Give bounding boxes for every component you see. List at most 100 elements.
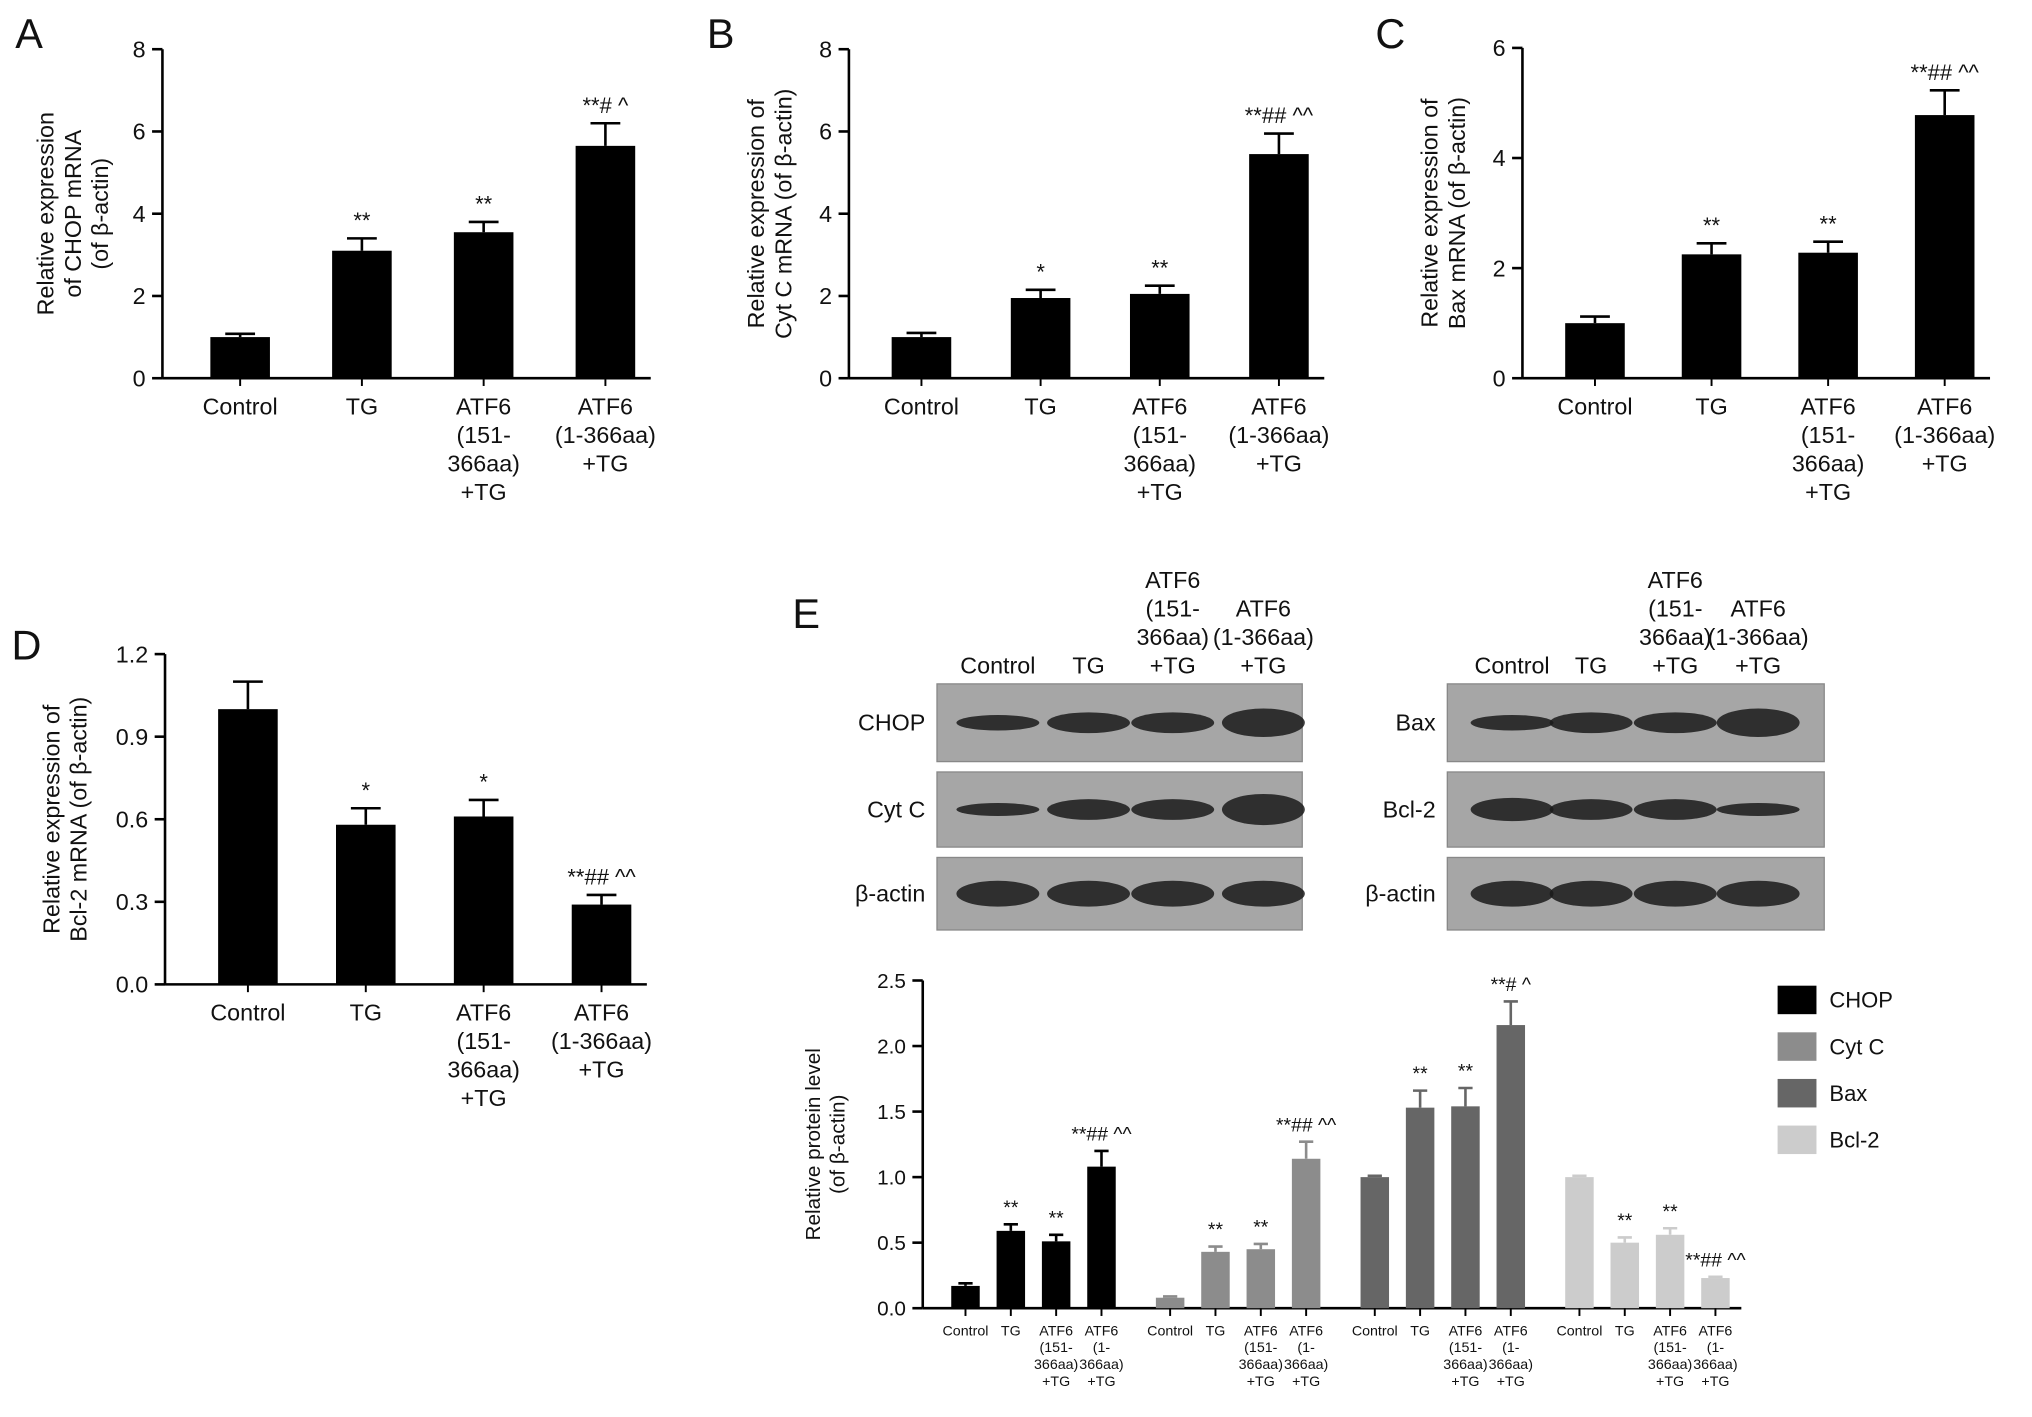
error-bar (1572, 1174, 1587, 1178)
x-tick-label: TG (1001, 1323, 1021, 1339)
error-bar (1299, 1140, 1314, 1159)
x-tick-label: ATF6 (151-366aa) +TG (1443, 1323, 1487, 1390)
bar (571, 904, 632, 985)
significance-label: * (479, 770, 488, 795)
blot-band (1549, 799, 1633, 820)
significance-label: ** (353, 208, 371, 233)
x-tick-label: ATF6 (151-366aa) +TG (1648, 1323, 1692, 1390)
bar (1565, 323, 1625, 379)
x-tick-label: ATF6 (1-366aa) +TG (1228, 393, 1329, 476)
error-bar (958, 1281, 973, 1286)
blot-band (1131, 799, 1215, 820)
significance-label: **## ^^ (1911, 60, 1980, 85)
y-tick-label: 0 (819, 365, 832, 391)
bar (210, 337, 270, 379)
bar (332, 250, 392, 379)
blot-row-label: Cyt C (867, 796, 925, 822)
x-tick-label: ATF6 (1-366aa) +TG (1284, 1323, 1328, 1390)
blot-band (1633, 712, 1717, 734)
significance-label: ** (1208, 1219, 1224, 1241)
bar (996, 1230, 1026, 1309)
legend-label: Bcl-2 (1829, 1128, 1879, 1153)
significance-label: * (1036, 259, 1045, 284)
blot-row-label: β-actin (855, 880, 925, 906)
blot-column-label: ATF6 (1-366aa) +TG (1708, 596, 1809, 679)
blot-band (1047, 799, 1130, 820)
x-tick-label: ATF6 (151-366aa) +TG (447, 393, 520, 504)
error-bar (233, 680, 263, 710)
error-bar (468, 798, 499, 817)
bar (1798, 252, 1858, 379)
y-tick-label: 8 (819, 36, 832, 62)
error-bar (1253, 1242, 1268, 1250)
significance-label: ** (1820, 211, 1838, 236)
x-tick-label: Control (1556, 1323, 1602, 1339)
blot-band (956, 714, 1040, 731)
x-tick-label: ATF6 (1-366aa) +TG (1079, 1323, 1123, 1390)
blot-band (956, 803, 1040, 817)
error-bar (1208, 1245, 1223, 1252)
x-tick-label: Control (210, 1000, 285, 1026)
bar (1246, 1249, 1276, 1309)
bar (1201, 1251, 1230, 1309)
blot-band (1470, 880, 1554, 907)
blot-band (1221, 708, 1305, 737)
legend-label: Bax (1829, 1081, 1867, 1106)
y-tick-label: 1.5 (877, 1101, 906, 1124)
x-tick-label: TG (1206, 1323, 1226, 1339)
significance-label: ** (1663, 1201, 1679, 1223)
panel-label: B (707, 10, 735, 57)
blot-band (1549, 880, 1633, 907)
panel-label: A (15, 10, 43, 57)
y-tick-label: 6 (1493, 35, 1506, 61)
bar (891, 337, 952, 379)
error-bar (1696, 242, 1727, 255)
bar (1655, 1234, 1685, 1309)
y-tick-label: 4 (1493, 145, 1506, 171)
x-tick-label: Control (943, 1323, 989, 1339)
error-bar (1094, 1149, 1109, 1167)
y-tick-label: 8 (133, 36, 146, 62)
x-tick-label: TG (1410, 1323, 1430, 1339)
blot-row-label: CHOP (858, 710, 925, 736)
y-tick-label: 2 (819, 283, 832, 309)
bar (1610, 1242, 1640, 1309)
y-tick-label: 2 (1493, 255, 1506, 281)
error-bar (1929, 89, 1960, 116)
error-bar (1163, 1295, 1178, 1298)
blot-band (1633, 880, 1717, 907)
blot-column-label: ATF6 (151-366aa) +TG (1639, 567, 1712, 678)
x-tick-label: ATF6 (151-366aa) +TG (447, 1000, 520, 1111)
blot-row-label: Bax (1396, 710, 1436, 736)
x-tick-label: Control (1147, 1323, 1193, 1339)
legend-swatch (1777, 1078, 1817, 1108)
x-tick-label: Control (884, 393, 959, 419)
y-tick-label: 1.2 (116, 641, 148, 667)
significance-label: ** (1458, 1061, 1474, 1083)
bar (453, 232, 514, 379)
x-tick-label: Control (1557, 393, 1632, 419)
y-tick-label: 0.0 (116, 972, 148, 998)
x-tick-label: TG (346, 393, 378, 419)
significance-label: ** (1049, 1207, 1065, 1229)
bar (1291, 1158, 1321, 1309)
blot-row-label: Bcl-2 (1383, 796, 1436, 822)
bar (1451, 1106, 1480, 1309)
y-tick-label: 0.3 (116, 889, 148, 915)
blot-band (1047, 880, 1130, 907)
legend-label: CHOP (1829, 988, 1893, 1013)
blot-row-label: β-actin (1365, 880, 1435, 906)
error-bar (1144, 284, 1175, 294)
y-tick-label: 4 (133, 201, 146, 227)
blot-band (1716, 708, 1800, 737)
y-tick-label: 0.5 (877, 1232, 906, 1255)
blot-column-label: ATF6 (151-366aa) +TG (1136, 567, 1209, 678)
blot-column-label: ATF6 (1-366aa) +TG (1213, 596, 1314, 679)
x-tick-label: TG (1615, 1323, 1635, 1339)
error-bar (468, 220, 499, 233)
error-bar (1049, 1233, 1064, 1242)
significance-label: ** (1617, 1210, 1633, 1232)
bar (1681, 254, 1742, 379)
blot-column-label: Control (1475, 653, 1550, 679)
